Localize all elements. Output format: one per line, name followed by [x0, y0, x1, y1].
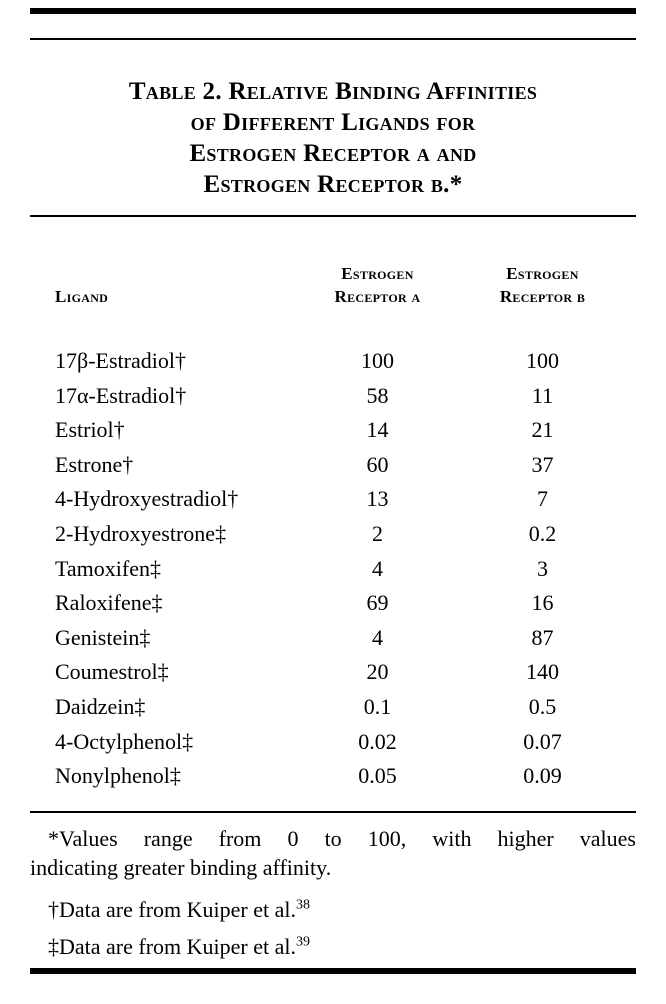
- alpha-value-cell: 20: [366, 659, 389, 685]
- footnotes: *Values range from 0 to 100, with higher…: [30, 824, 636, 961]
- footnote-values-range: *Values range from 0 to 100, with higher…: [30, 824, 636, 882]
- alpha-value-cell: 4: [372, 555, 383, 581]
- column-header-estrogen-receptor-beta: Estrogen Receptor β: [499, 264, 586, 306]
- beta-value-cell: 37: [531, 451, 554, 477]
- alpha-value-cell: 58: [366, 382, 389, 408]
- alpha-value-cell: 100: [361, 348, 394, 373]
- beta-value-cell: 140: [526, 659, 559, 685]
- table-bottom-rule: [30, 811, 636, 813]
- beta-value-cell: 11: [531, 382, 554, 408]
- ligand-cell: Genistein‡: [55, 624, 151, 650]
- footnote-values-range-line-1: *Values range from 0 to 100, with higher…: [48, 826, 636, 851]
- footnote-dagger-reference-number: 38: [296, 897, 310, 913]
- beta-value-cell: 0.2: [528, 520, 557, 546]
- beta-value-cell: 0.5: [528, 693, 557, 719]
- ligand-cell: 17α-Estradiol†: [55, 382, 187, 408]
- ligand-cell: 4-Octylphenol‡: [55, 728, 194, 754]
- bottom-thick-rule: [30, 968, 636, 974]
- header-top-rule: [30, 215, 636, 217]
- ligand-cell: Tamoxifen‡: [55, 555, 161, 581]
- alpha-value-cell: 2: [372, 520, 383, 546]
- alpha-value-cell: 0.1: [363, 693, 392, 719]
- table-title-line-2: of Different Ligands for: [190, 109, 476, 136]
- ligand-cell: 2-Hydroxyestrone‡: [55, 520, 227, 546]
- footnote-dagger-text: †Data are from Kuiper et al.: [48, 897, 296, 922]
- alpha-value-cell: 60: [366, 451, 389, 477]
- alpha-value-cell: 69: [366, 590, 389, 616]
- column-header-ligand: Ligand: [55, 287, 109, 306]
- beta-value-cell: 16: [531, 590, 554, 616]
- alpha-value-cell: 0.05: [358, 763, 397, 789]
- top-thick-rule: [30, 8, 636, 14]
- beta-value-cell: 0.07: [523, 728, 562, 754]
- beta-value-cell: 87: [531, 624, 554, 650]
- footnote-values-range-line-2: indicating greater binding affinity.: [30, 855, 332, 880]
- ligand-cell: Coumestrol‡: [55, 659, 169, 685]
- table-header-row: Ligand Estrogen Receptor α Estrogen Rece…: [30, 262, 636, 308]
- table-title: Table 2. Relative Binding Affinities of …: [30, 76, 636, 200]
- alpha-value-cell: 0.02: [358, 728, 397, 754]
- ligand-cell: 4-Hydroxyestradiol†: [55, 486, 239, 512]
- beta-value-cell: 3: [537, 555, 548, 581]
- top-thin-rule: [30, 38, 636, 40]
- ligand-cell: 17β-Estradiol†: [55, 348, 186, 373]
- ligand-cell: Estrone†: [55, 451, 134, 477]
- beta-value-cell: 0.09: [523, 763, 562, 789]
- alpha-value-cell: 14: [366, 417, 389, 443]
- alpha-value-cell: 13: [366, 486, 389, 512]
- footnote-dagger: †Data are from Kuiper et al.38: [30, 895, 636, 924]
- ligand-cell: Nonylphenol‡: [55, 763, 181, 789]
- beta-value-cell: 21: [531, 417, 554, 443]
- beta-value-cell: 100: [526, 348, 559, 373]
- table-body: 17β-Estradiol† 100 100 17α-Estradiol† 58…: [30, 344, 636, 794]
- ligand-cell: Estriol†: [55, 417, 125, 443]
- alpha-value-cell: 4: [372, 624, 383, 650]
- footnote-double-dagger-reference-number: 39: [296, 934, 310, 950]
- table-title-line-1: Table 2. Relative Binding Affinities: [128, 78, 538, 105]
- table-title-line-3: Estrogen Receptor α and: [189, 140, 477, 167]
- ligand-cell: Daidzein‡: [55, 693, 146, 719]
- beta-value-cell: 7: [537, 486, 548, 512]
- footnote-double-dagger: ‡Data are from Kuiper et al.39: [30, 932, 636, 961]
- footnote-double-dagger-text: ‡Data are from Kuiper et al.: [48, 934, 296, 959]
- ligand-cell: Raloxifene‡: [55, 590, 163, 616]
- column-header-estrogen-receptor-alpha: Estrogen Receptor α: [334, 264, 421, 306]
- table-title-line-4: Estrogen Receptor β.*: [203, 171, 463, 198]
